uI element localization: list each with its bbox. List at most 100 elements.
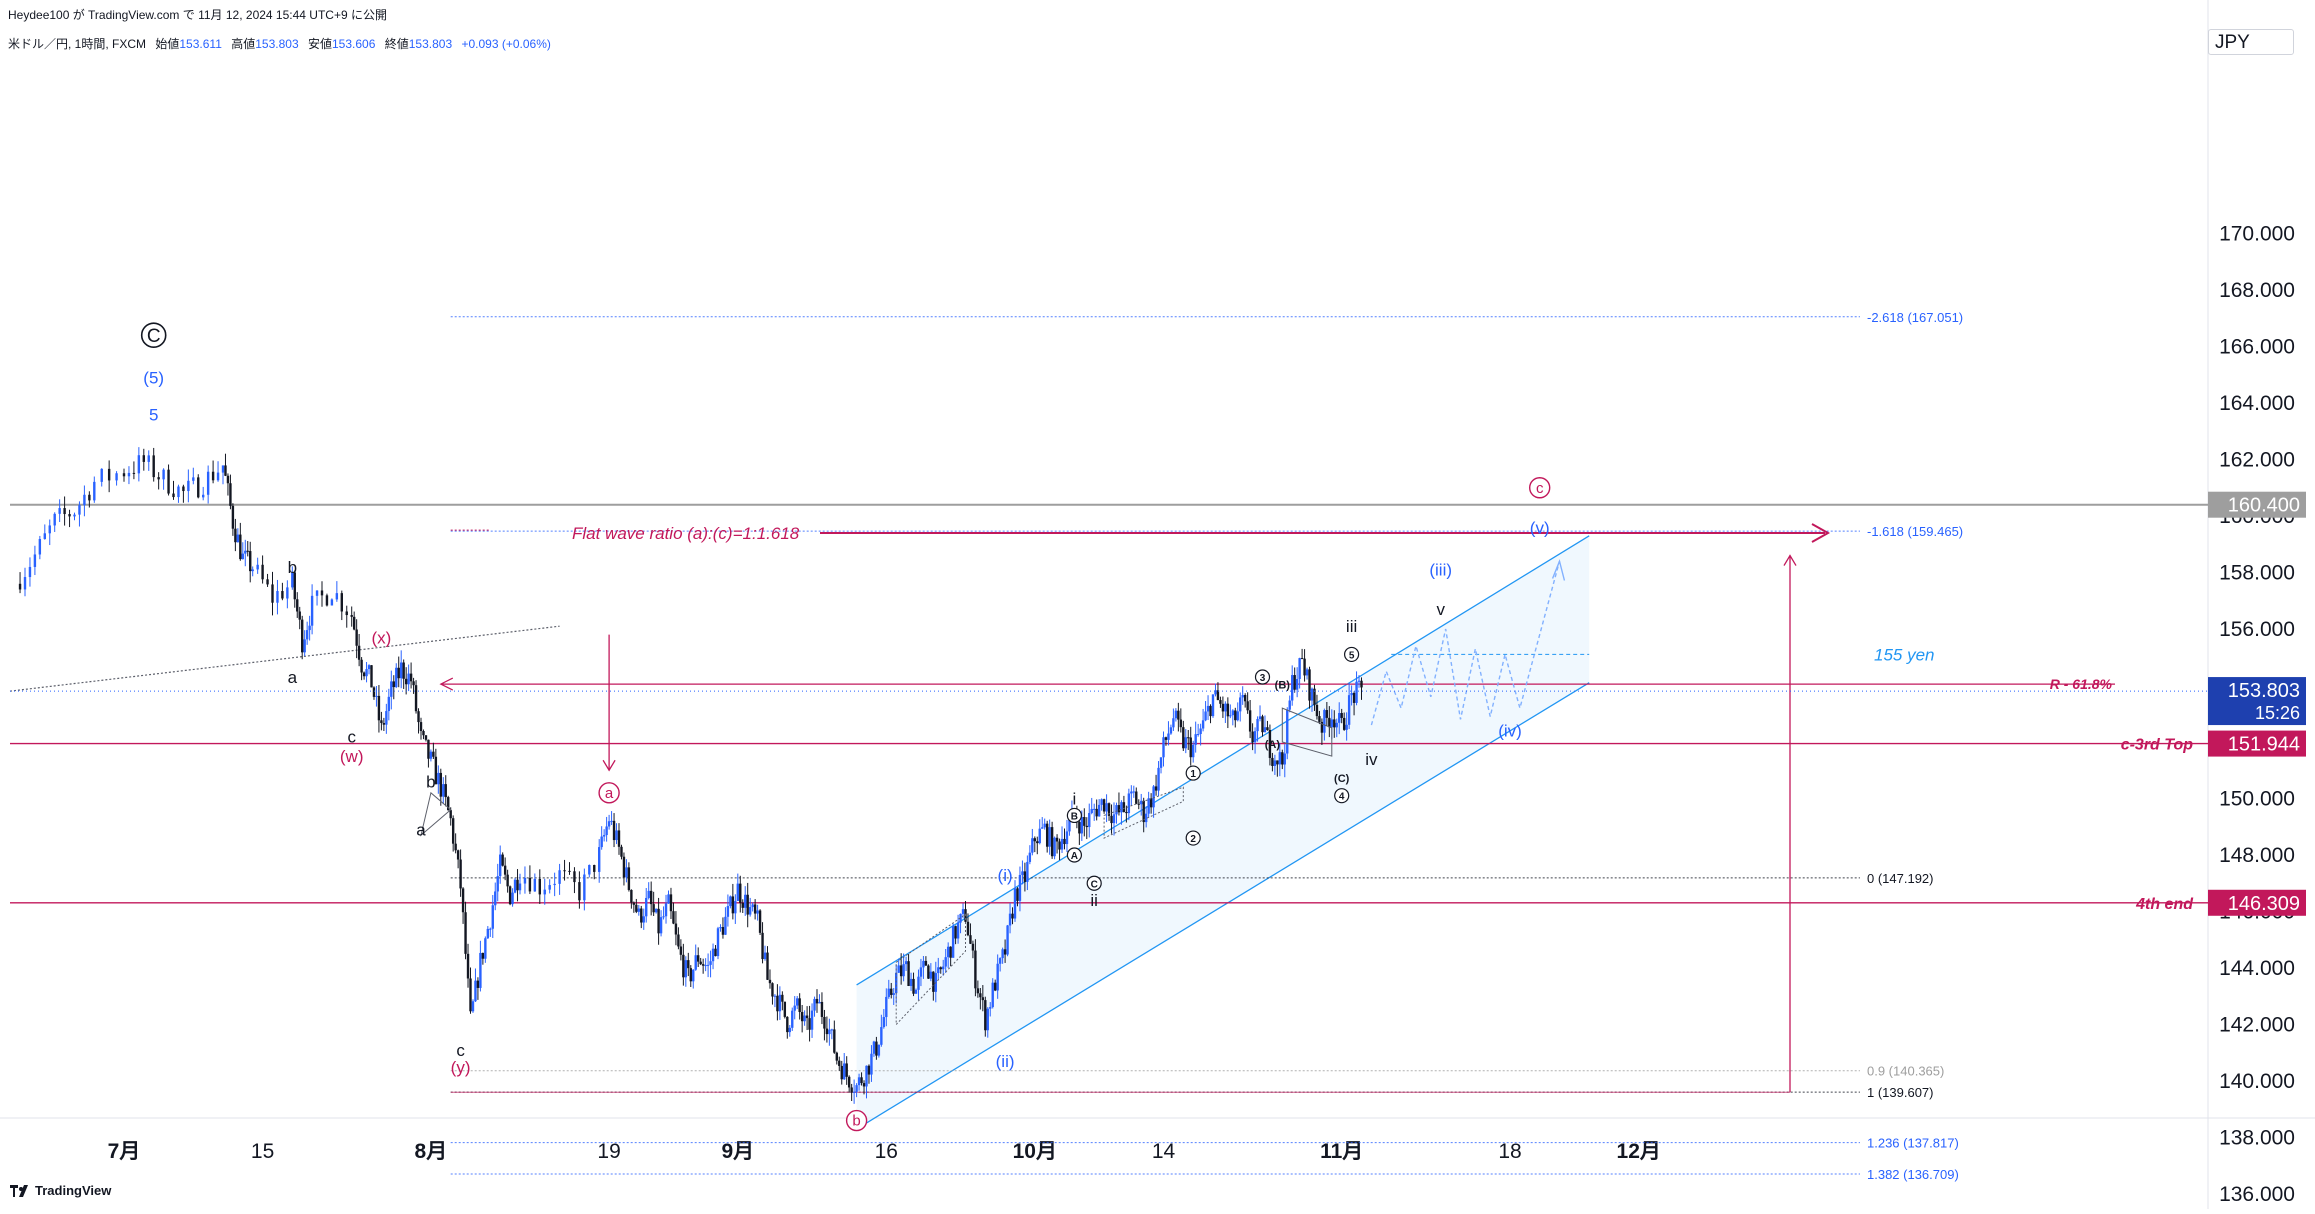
- candle: [1003, 939, 1007, 963]
- candle: [617, 823, 621, 855]
- candle: [523, 866, 527, 894]
- candle: [1194, 721, 1197, 753]
- candle-body: [939, 967, 942, 970]
- candle: [33, 545, 37, 576]
- candle-body: [1078, 822, 1081, 834]
- candle-body: [83, 494, 86, 506]
- candle: [800, 1005, 804, 1033]
- wave-label-text: 4: [1339, 792, 1345, 803]
- candle-body: [1313, 688, 1316, 705]
- candle: [1125, 805, 1128, 823]
- candle: [847, 1075, 851, 1093]
- candle: [840, 1060, 843, 1085]
- candle: [234, 518, 237, 552]
- candle: [226, 473, 230, 496]
- candle: [734, 894, 737, 924]
- candle-body: [622, 856, 626, 878]
- fib-level-label: 1 (139.607): [1867, 1085, 1934, 1100]
- candle-body: [1174, 710, 1178, 719]
- x-tick-label: 7月: [108, 1140, 141, 1163]
- candle-body: [625, 867, 628, 878]
- candle-body: [1325, 710, 1329, 718]
- candle: [776, 984, 779, 1021]
- candle-body: [672, 911, 675, 924]
- triangle-pattern: [420, 791, 452, 837]
- triangle-pattern: [1281, 707, 1333, 757]
- candle-body: [652, 904, 655, 913]
- currency-selector[interactable]: JPY: [2208, 29, 2294, 55]
- candle: [439, 768, 442, 806]
- candle-body: [563, 870, 566, 872]
- candle-body: [419, 722, 423, 731]
- candle-body: [1164, 737, 1168, 740]
- wave-label: 4: [1334, 788, 1350, 804]
- candle-body: [1201, 720, 1205, 729]
- candle-body: [711, 948, 715, 962]
- candle: [627, 862, 631, 892]
- candle: [907, 954, 910, 987]
- wave-label-text: 1: [1190, 769, 1196, 780]
- candle-body: [1355, 681, 1358, 703]
- candle-body: [593, 865, 596, 872]
- candle-body: [1342, 717, 1346, 730]
- candle-body: [345, 611, 348, 616]
- candle-body: [231, 505, 235, 529]
- candle: [625, 859, 628, 883]
- candle: [340, 590, 343, 621]
- candle-body: [434, 756, 438, 785]
- wave-label-text: (5): [143, 369, 164, 388]
- candle: [862, 1080, 866, 1095]
- candle-body: [486, 928, 490, 939]
- symbol-label[interactable]: 米ドル／円, 1時間, FXCM: [8, 37, 147, 51]
- candle-body: [301, 619, 304, 653]
- candle: [820, 992, 824, 1025]
- candle-body: [241, 553, 244, 560]
- y-tick-label: 148.000: [2219, 844, 2295, 867]
- candle-body: [600, 836, 603, 848]
- candle: [1152, 784, 1155, 818]
- candle-body: [976, 988, 980, 994]
- candle: [761, 922, 764, 964]
- candle: [385, 703, 388, 734]
- candle-body: [902, 964, 905, 977]
- flat-ratio-arrowhead-icon: [1811, 523, 1831, 543]
- candle: [481, 952, 485, 965]
- candle: [28, 557, 32, 587]
- candle: [1234, 707, 1237, 728]
- candle: [852, 1079, 856, 1104]
- dotted-trendline: [9, 625, 560, 692]
- candle-body: [236, 534, 240, 543]
- candle: [1117, 792, 1121, 816]
- candle-body: [635, 904, 638, 912]
- candle-body: [825, 1028, 829, 1035]
- candle-body: [840, 1065, 843, 1080]
- candle: [479, 940, 482, 992]
- candle: [1335, 718, 1338, 738]
- candle-body: [645, 897, 648, 917]
- candle-body: [1335, 722, 1338, 728]
- candle-body: [803, 1015, 806, 1022]
- candle: [122, 468, 126, 482]
- candle: [1065, 819, 1069, 853]
- candle-body: [642, 916, 645, 923]
- candle: [132, 461, 136, 480]
- candle-body: [1135, 791, 1138, 804]
- candle-body: [1006, 925, 1009, 955]
- candle: [657, 897, 660, 945]
- candle: [890, 982, 893, 999]
- candle: [588, 864, 591, 878]
- candle-body: [291, 572, 294, 588]
- candle-body: [791, 1010, 794, 1028]
- candle: [1219, 696, 1222, 708]
- candle: [404, 667, 408, 695]
- candle-body: [400, 662, 403, 679]
- tradingview-brand[interactable]: TradingView: [10, 1183, 111, 1198]
- candle-body: [1360, 680, 1363, 688]
- x-tick-label: 18: [1498, 1140, 1521, 1163]
- candle-body: [1291, 675, 1294, 701]
- candle: [38, 535, 42, 560]
- candle-body: [1008, 913, 1012, 926]
- candle-body: [234, 528, 237, 543]
